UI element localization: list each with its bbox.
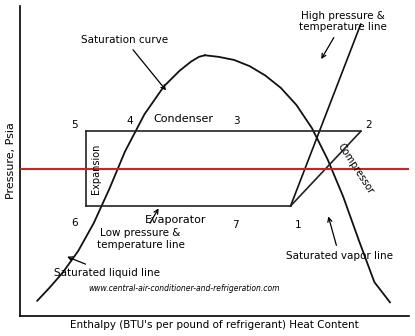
- Text: 7: 7: [232, 220, 239, 230]
- Text: Condenser: Condenser: [154, 114, 213, 124]
- Text: 6: 6: [71, 218, 78, 228]
- Text: Expansion: Expansion: [91, 143, 101, 194]
- Text: 2: 2: [365, 120, 372, 130]
- Text: www.central-air-conditioner-and-refrigeration.com: www.central-air-conditioner-and-refriger…: [88, 284, 279, 293]
- Text: 4: 4: [127, 116, 134, 126]
- Text: Saturation curve: Saturation curve: [81, 35, 168, 89]
- Text: 3: 3: [233, 116, 240, 126]
- Text: Evaporator: Evaporator: [145, 215, 206, 225]
- Text: Saturated liquid line: Saturated liquid line: [54, 257, 161, 278]
- Text: Compressor: Compressor: [335, 141, 376, 196]
- X-axis label: Enthalpy (BTU's per pound of refrigerant) Heat Content: Enthalpy (BTU's per pound of refrigerant…: [70, 321, 359, 330]
- Y-axis label: Pressure, Psia: Pressure, Psia: [5, 123, 15, 199]
- Text: Saturated vapor line: Saturated vapor line: [286, 218, 393, 261]
- Text: High pressure &
temperature line: High pressure & temperature line: [299, 11, 387, 58]
- Text: Low pressure &
temperature line: Low pressure & temperature line: [97, 210, 185, 250]
- Text: 5: 5: [71, 120, 78, 130]
- Text: 1: 1: [295, 220, 301, 230]
